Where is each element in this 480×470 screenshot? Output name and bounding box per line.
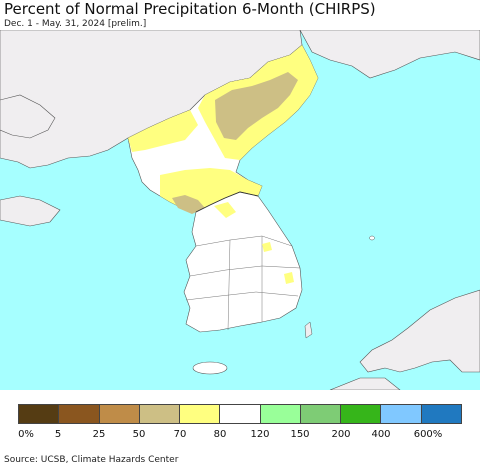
legend-tick-label: 0%	[18, 429, 34, 440]
legend-tick-label: 150	[290, 429, 310, 440]
legend-swatch	[19, 405, 60, 423]
shandong-land	[0, 195, 61, 227]
legend-tick-label: 5	[54, 429, 62, 440]
source-credit: Source: UCSB, Climate Hazards Center	[4, 455, 179, 465]
legend-tick-label: 600%	[413, 429, 443, 440]
precipitation-map	[0, 30, 480, 390]
legend-tick-label: 70	[173, 429, 187, 440]
map-subtitle: Dec. 1 - May. 31, 2024 [prelim.]	[4, 19, 147, 29]
map-title: Percent of Normal Precipitation 6-Month …	[4, 0, 376, 18]
legend-swatch	[180, 405, 221, 423]
legend-swatch	[300, 405, 342, 423]
japan-south-land	[329, 377, 401, 390]
russia-land	[299, 30, 480, 79]
legend-swatch	[99, 405, 140, 423]
tan-area-2	[172, 195, 205, 214]
legend-swatch	[260, 405, 301, 423]
legend-swatch	[139, 405, 181, 423]
tan-area-1	[215, 72, 298, 140]
legend-tick-label: 25	[92, 429, 106, 440]
liaodong-coast	[0, 94, 56, 139]
legend-tick-label: 400	[371, 429, 391, 440]
dry-area-west	[128, 110, 198, 152]
legend-swatch	[421, 405, 461, 423]
legend-swatch	[341, 405, 382, 423]
legend-tick-label: 80	[213, 429, 227, 440]
legend-swatch	[59, 405, 100, 423]
dry-patch-sk-3	[284, 272, 294, 284]
dry-patch-sk-1	[214, 202, 236, 218]
dry-patch-sk-2	[262, 242, 272, 252]
jeju-island	[192, 361, 228, 375]
legend-tick-label: 120	[250, 429, 270, 440]
japan-land	[359, 289, 480, 373]
legend-tick-label: 50	[132, 429, 146, 440]
legend-swatch	[381, 405, 422, 423]
legend-bar	[18, 404, 462, 424]
legend-swatch	[220, 405, 261, 423]
legend-tick-label: 200	[331, 429, 351, 440]
